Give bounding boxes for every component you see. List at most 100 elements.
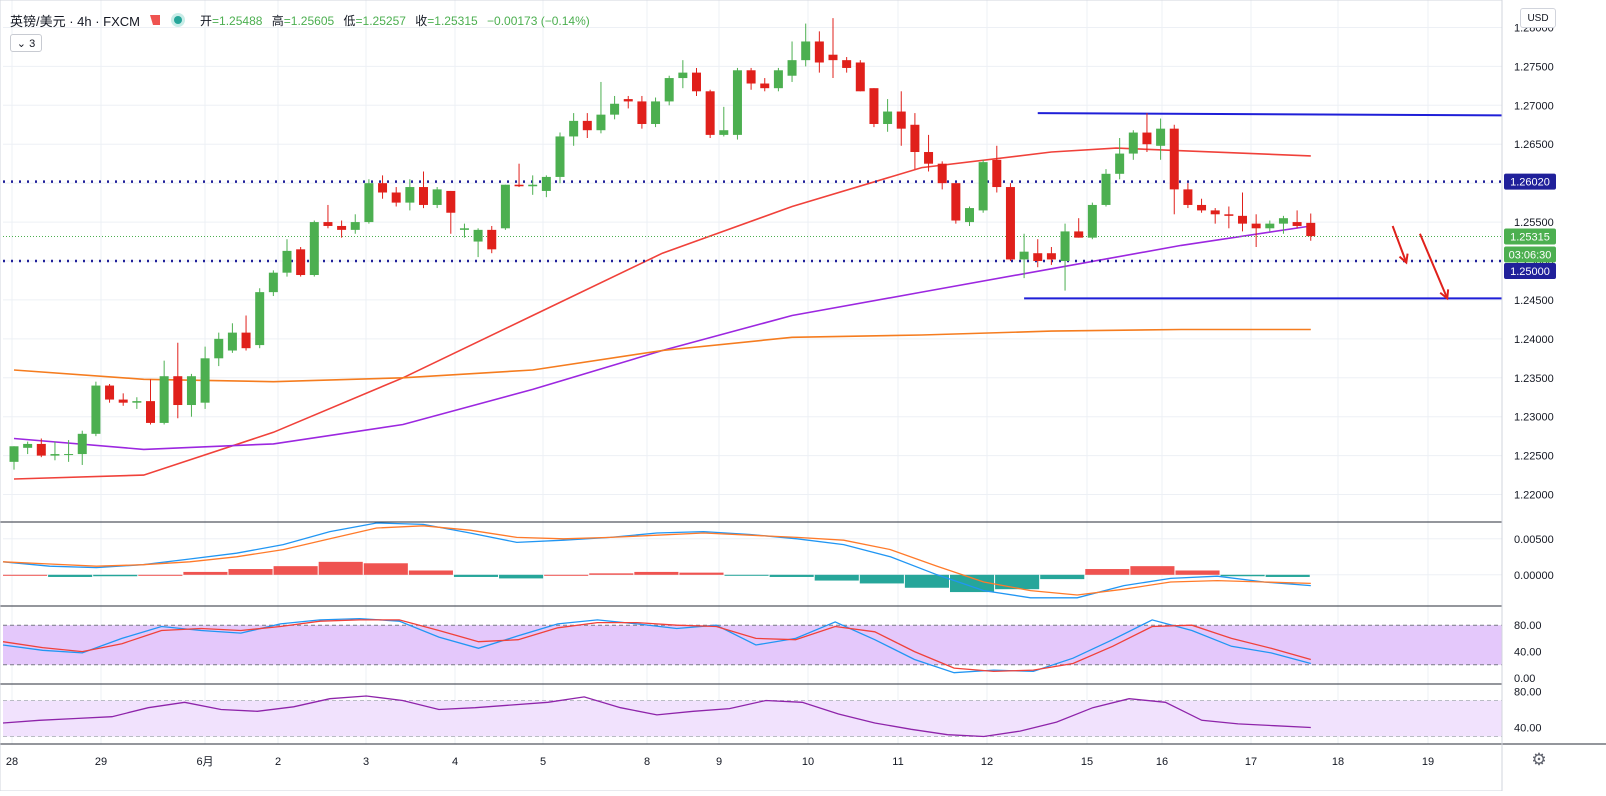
price-tick-label: 1.26500 — [1514, 139, 1554, 151]
candle-body — [105, 385, 115, 400]
price-label: 1.25000 — [1510, 266, 1550, 278]
candle-body — [378, 183, 388, 193]
candle-body — [391, 192, 401, 203]
candle-body — [1046, 253, 1056, 260]
candle-body — [473, 229, 483, 242]
macd-hist-bar — [679, 572, 724, 575]
candle-body — [896, 111, 906, 129]
candle-body — [487, 229, 497, 250]
candle-body — [323, 222, 333, 226]
candle-body — [1183, 189, 1193, 205]
candle-body — [924, 152, 934, 164]
time-tick-label: 19 — [1422, 756, 1434, 768]
collapse-indicators-button[interactable]: ⌄ 3 — [10, 34, 42, 52]
candle-body — [637, 101, 647, 124]
macd-hist-bar — [995, 574, 1040, 590]
macd-hist-bar — [1265, 574, 1310, 577]
time-tick-label: 2 — [275, 756, 281, 768]
candle-body — [719, 130, 729, 135]
candle-body — [159, 376, 169, 423]
candle-body — [1115, 153, 1125, 174]
candle-body — [350, 222, 360, 230]
candle-body — [500, 184, 510, 229]
stoch-tick-label: 0.00 — [1514, 673, 1535, 685]
time-tick-label: 29 — [95, 756, 107, 768]
open-value: =1.25488 — [212, 13, 263, 28]
price-label: 03:06:30 — [1509, 249, 1552, 261]
candle-body — [541, 176, 551, 191]
price-tick-label: 1.24500 — [1514, 295, 1554, 307]
candle-body — [1087, 204, 1097, 238]
close-label: 收 — [415, 13, 428, 28]
macd-histogram — [3, 561, 1310, 593]
candle-body — [1278, 218, 1288, 224]
trend-line — [1037, 112, 1503, 117]
projection-arrow — [1391, 225, 1408, 263]
candle-body — [268, 272, 278, 293]
macd-hist-bar — [544, 574, 589, 576]
candle-body — [1169, 128, 1179, 190]
macd-hist-bar — [93, 574, 138, 577]
macd-hist-bar — [228, 569, 273, 575]
currency-button[interactable]: USD — [1520, 8, 1556, 28]
macd-hist-bar — [859, 574, 904, 584]
price-tick-label: 1.24000 — [1514, 334, 1554, 346]
close-value: =1.25315 — [427, 13, 478, 28]
high-label: 高 — [271, 13, 284, 28]
candle-body — [678, 72, 688, 79]
candle-body — [869, 88, 879, 124]
candle-body — [1306, 222, 1316, 237]
stoch-band — [3, 625, 1502, 665]
symbol-title[interactable]: 英镑/美元 · 4h · FXCM — [10, 13, 141, 29]
candle-body — [1251, 223, 1261, 229]
price-label-box — [1504, 263, 1556, 279]
candle-body — [459, 228, 469, 230]
candle-body — [569, 120, 579, 137]
change-value: −0.00173 (−0.14%) — [487, 13, 590, 28]
candle-body — [309, 222, 319, 276]
macd-hist-bar — [453, 574, 499, 577]
macd-hist-bar — [499, 574, 544, 579]
candles — [9, 18, 1316, 470]
candle-body — [364, 183, 374, 223]
flag-icon[interactable] — [150, 15, 161, 25]
macd-hist-bar — [814, 574, 859, 581]
time-tick-label: 16 — [1156, 756, 1168, 768]
candle-body — [1210, 210, 1220, 215]
high-value: =1.25605 — [283, 13, 335, 28]
candle-body — [746, 70, 756, 84]
macd-signal-line — [2, 525, 1311, 596]
macd-hist-bar — [408, 570, 453, 575]
candle-body — [555, 136, 565, 177]
candle-body — [951, 183, 961, 221]
candle-body — [1142, 132, 1152, 145]
macd-hist-bar — [1175, 570, 1220, 575]
gear-icon[interactable]: ⚙ — [1531, 750, 1547, 769]
macd-hist-bar — [1040, 574, 1085, 580]
macd-hist-bar — [363, 563, 408, 575]
candle-body — [77, 433, 87, 455]
candle-body — [692, 72, 701, 92]
candle-body — [23, 443, 33, 448]
candle-body — [1005, 187, 1015, 260]
macd-hist-bar — [634, 571, 679, 575]
moving-average-line — [13, 225, 1311, 451]
stoch-d-line — [2, 619, 1311, 673]
candle-body — [405, 187, 415, 203]
candle-body — [36, 443, 46, 456]
time-tick-label: 15 — [1081, 756, 1093, 768]
time-tick-label: 4 — [452, 756, 458, 768]
candle-body — [446, 190, 456, 213]
candle-body — [732, 70, 742, 135]
price-label: 1.26020 — [1510, 177, 1550, 189]
candle-body — [146, 401, 155, 423]
time-tick-label: 6月 — [196, 756, 213, 768]
price-tick-label: 1.23500 — [1514, 373, 1554, 385]
moving-average-line — [13, 147, 1311, 480]
projection-arrow — [1419, 233, 1449, 299]
candle-body — [50, 454, 60, 456]
macd-hist-bar — [724, 574, 769, 576]
candle-body — [1074, 231, 1084, 238]
candle-body — [282, 250, 292, 273]
candle-body — [828, 54, 838, 61]
